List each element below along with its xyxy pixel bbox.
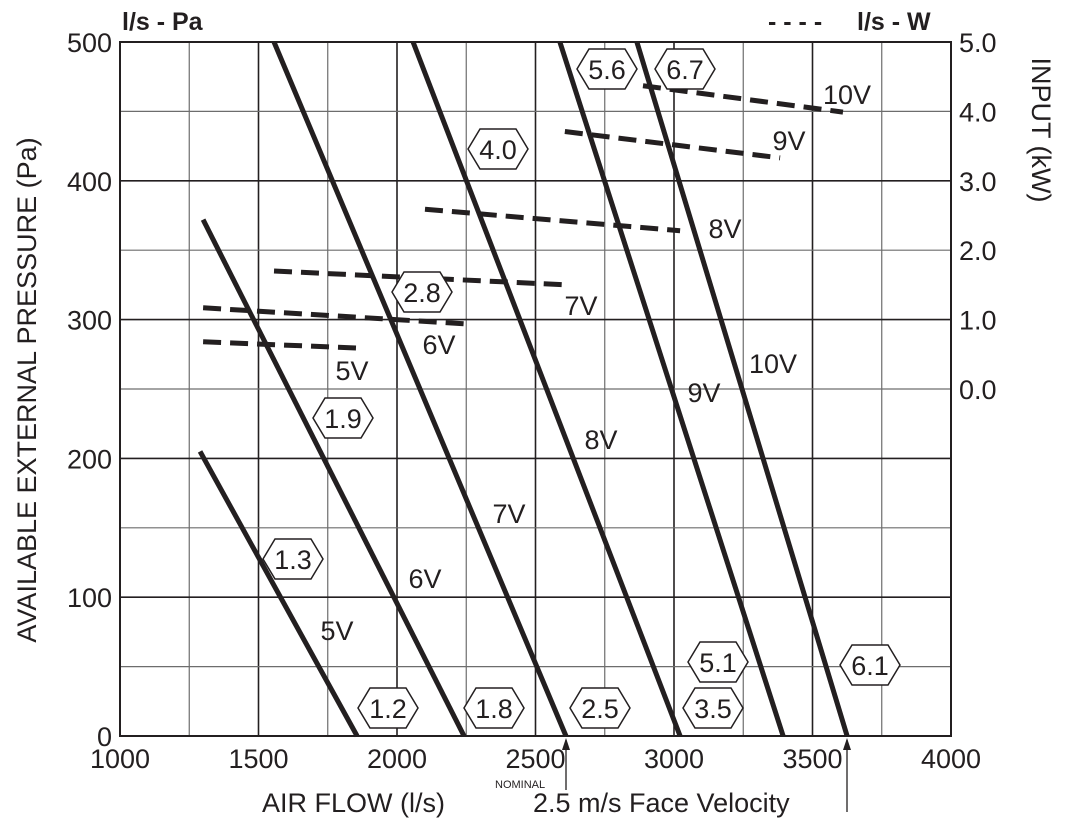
power-curve-6V [202,305,465,327]
y-axis-label: AVAILABLE EXTERNAL PRESSURE (Pa) [12,137,42,642]
hex-label: 6.1 [839,644,901,686]
svg-text:6.7: 6.7 [666,55,704,85]
curve-label: 7V [564,291,597,321]
curve-label: 7V [492,499,525,529]
hex-label: 1.9 [312,397,374,439]
pressure-curve-10V [634,41,850,737]
hex-label: 1.8 [463,687,525,729]
y-tick-label: 300 [67,306,112,336]
nominal-marker: NOMINAL [495,738,570,791]
curve-label: 5V [320,616,353,646]
pressure-curve-5V [197,450,360,738]
hex-label: 6.7 [654,48,716,90]
power-curves [202,83,844,351]
curve-label: 10V [749,349,797,379]
hex-label: 1.2 [357,687,419,729]
x-tick-label: 3500 [782,744,842,774]
y-tick-label: 200 [67,444,112,474]
x-tick-label: 3000 [644,744,704,774]
y-tick-label: 400 [67,167,112,197]
grid [120,42,951,736]
power-curve-9V [564,129,781,161]
y2-tick-label: 4.0 [959,97,997,127]
svg-text:2.5: 2.5 [581,694,619,724]
x-tick-label: 1000 [90,744,150,774]
y2-tick-label: 5.0 [959,28,997,58]
curve-label: 10V [823,80,871,110]
svg-text:1.3: 1.3 [274,545,312,575]
x-tick-label: 1500 [228,744,288,774]
svg-text:3.5: 3.5 [694,694,732,724]
hex-label: 2.8 [391,271,453,313]
y-tick-label: 500 [67,28,112,58]
legend-dash: - - - - [768,8,822,36]
curve-labels: 5V 6V 7V 8V 9V 10V 5V 6V 7V 8V 9V 10V [320,80,871,646]
y2-axis-label: INPUT (kW) [1026,58,1056,203]
hex-label: 1.3 [262,538,324,580]
curve-label: 8V [584,425,617,455]
svg-text:2.8: 2.8 [403,278,441,308]
right-legend-title: l/s - W [857,8,931,36]
curve-label: 5V [335,356,368,386]
power-curve-10V [642,83,844,115]
svg-text:4.0: 4.0 [479,135,517,165]
hex-label: 5.6 [576,48,638,90]
power-curve-5V [202,339,359,351]
x-tick-label: 2500 [505,744,565,774]
hex-label: 4.0 [467,128,529,170]
x-axis-label: AIR FLOW (l/s) [262,788,445,818]
x-tick-label: 4000 [921,744,981,774]
curve-label: 6V [408,564,441,594]
y-tick-label: 0 [97,722,112,752]
svg-text:5.1: 5.1 [699,648,737,678]
hex-value-labels: 1.2 1.8 2.5 3.5 1.3 1.9 2.8 4.0 5.6 6.7 5.1 6.1 [262,48,901,729]
svg-text:6.1: 6.1 [851,651,889,681]
svg-text:1.8: 1.8 [475,694,513,724]
y2-tick-label: 3.0 [959,167,997,197]
left-title: l/s - Pa [122,8,204,36]
plot-frame [119,41,952,737]
hex-label: 2.5 [569,687,631,729]
svg-text:5.6: 5.6 [588,55,626,85]
curve-label: 8V [708,214,741,244]
pressure-curve-7V [271,41,569,737]
svg-text:1.9: 1.9 [324,404,362,434]
pressure-curve-6V [200,218,467,738]
face-velocity-label: 2.5 m/s Face Velocity [533,788,790,818]
y2-tick-label: 1.0 [959,306,997,336]
face-velocity-marker: 2.5 m/s Face Velocity [533,738,851,818]
y-tick-label: 100 [67,583,112,613]
pressure-curves [197,41,850,738]
curve-label: 9V [687,378,720,408]
hex-label: 3.5 [682,687,744,729]
pressure-curve-9V [557,41,786,737]
nominal-label: NOMINAL [495,779,545,791]
pressure-curve-8V [410,41,683,737]
svg-text:1.2: 1.2 [369,694,407,724]
curve-label: 6V [422,330,455,360]
axis-tick-labels: 1000 1500 2000 2500 3000 3500 4000 0 100 200 300 40… [67,28,997,774]
x-tick-label: 2000 [367,744,427,774]
y2-tick-label: 2.0 [959,236,997,266]
power-curve-8V [424,206,681,234]
curve-label: 9V [772,126,805,156]
hex-label: 5.1 [687,641,749,683]
y2-tick-label: 0.0 [959,375,997,405]
